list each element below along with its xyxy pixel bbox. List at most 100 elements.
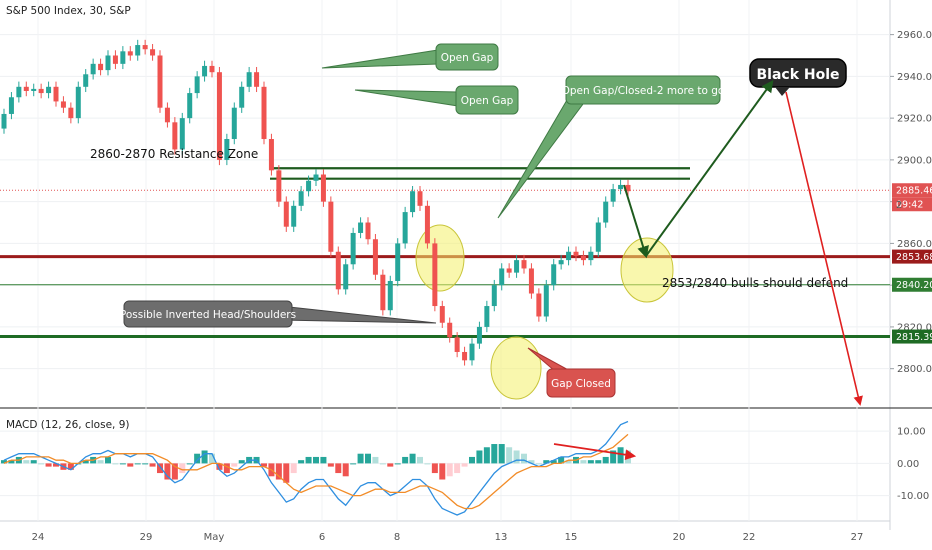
candle-body [410, 191, 416, 213]
candle-body [105, 55, 111, 71]
gap-closed-box [546, 368, 616, 398]
macd-histogram-bar [506, 447, 513, 464]
macd-panel [1, 420, 631, 516]
candles [1, 39, 631, 366]
macd-tick-label: 0.00 [897, 459, 919, 470]
macd-histogram-bar [498, 444, 505, 464]
macd-histogram-bar [587, 460, 594, 464]
price-grid [0, 0, 890, 521]
macd-tick-label: -10.00 [897, 491, 929, 502]
candle-body [23, 86, 29, 91]
price-label-text: 2853.68 [896, 252, 932, 263]
candle-body [142, 45, 148, 50]
candle-body [499, 268, 505, 286]
candle-body [120, 51, 126, 64]
candle-body [476, 326, 482, 344]
macd-histogram-bar [610, 450, 617, 464]
time-tick-label: 29 [140, 532, 153, 543]
candle-body [417, 191, 423, 206]
candle-body [209, 65, 215, 73]
candle-body [521, 260, 527, 269]
macd-histogram-bar [134, 463, 141, 465]
candle-body [194, 76, 200, 94]
time-tick-label: 20 [673, 532, 686, 543]
chart-title: S&P 500 Index, 30, S&P [6, 5, 131, 17]
macd-axis: 10.00 0.00 -10.00 [897, 427, 929, 503]
price-tick-label: 2940.0 [897, 72, 932, 83]
macd-divergence-arrow [553, 443, 637, 461]
candle-body [595, 222, 601, 252]
time-axis: 24 29 May 6 8 13 15 20 22 27 [32, 532, 864, 543]
candle-body [68, 107, 74, 119]
candle-body [506, 268, 512, 273]
candle-body [395, 243, 401, 281]
price-tick-label: 2900.0 [897, 155, 932, 166]
candle-body [75, 86, 81, 119]
candle-body [469, 343, 475, 361]
macd-histogram-bar [625, 450, 631, 464]
macd-histogram-bar [365, 453, 371, 464]
candle-body [164, 107, 170, 123]
price-label-badge [892, 277, 932, 292]
candle-body [135, 45, 141, 56]
candle-body [610, 189, 616, 202]
macd-histogram-bar [194, 453, 201, 464]
macd-histogram-bar [38, 463, 45, 465]
macd-title: MACD (12, 26, close, 9) [6, 419, 129, 431]
projection-up-arrow [645, 80, 774, 257]
candle-body [343, 264, 349, 290]
price-tick-label: 2820.0 [897, 322, 932, 333]
level-lines [0, 167, 890, 339]
black-hole-box [749, 58, 847, 88]
macd-histogram-bar [171, 463, 178, 480]
time-tick-label: 13 [495, 532, 508, 543]
time-tick-label: 6 [319, 532, 325, 543]
macd-histogram-bar [513, 450, 520, 464]
candle-body [573, 251, 579, 256]
macd-histogram-bar [23, 460, 30, 464]
candle-body [127, 51, 133, 56]
macd-histogram-bar [535, 463, 542, 465]
time-tick-label: 27 [851, 532, 864, 543]
candle-body [551, 264, 557, 286]
candle-body [16, 86, 22, 98]
macd-histogram-bar [67, 463, 74, 470]
macd-histogram-bar [350, 463, 357, 465]
macd-histogram-bar [327, 463, 334, 467]
open-gap-closed-box [565, 75, 721, 105]
black-hole-label: Black Hole [756, 67, 839, 83]
candle-body [580, 255, 586, 261]
macd-histogram-bar [595, 460, 602, 464]
time-tick-label: 8 [394, 532, 400, 543]
inverted-hs-box [123, 300, 293, 328]
macd-histogram-bar [119, 463, 126, 465]
macd-histogram-bar [313, 456, 319, 464]
head-highlight [490, 336, 542, 400]
macd-histogram-bar [617, 447, 624, 464]
open-gap-1-box [435, 43, 499, 71]
price-tick-label: 2800.0 [897, 364, 932, 375]
price-label-text: 09:42 [896, 200, 923, 211]
macd-histogram-bar [142, 463, 149, 465]
candle-body [98, 63, 104, 71]
macd-histogram-bar [543, 460, 550, 464]
macd-histogram-bar [483, 447, 490, 464]
candle-body [157, 55, 163, 108]
candle-body [484, 306, 490, 327]
macd-histogram-bar [320, 456, 327, 464]
macd-histogram-bar [409, 453, 416, 464]
inverted-hs-label: Possible Inverted Head/Shoulders [120, 309, 296, 321]
macd-histogram-bar [565, 460, 572, 464]
macd-histogram-bar [238, 460, 245, 464]
macd-histogram-bar [127, 463, 134, 467]
candle-body [603, 201, 609, 223]
macd-histogram-bar [290, 463, 297, 474]
macd-histogram-bar [402, 456, 409, 464]
macd-histogram-bar [112, 463, 119, 465]
candle-body [320, 174, 326, 202]
macd-histogram-bar [149, 463, 156, 467]
projection-crash-arrow [785, 91, 863, 406]
macd-histogram-bar [223, 463, 230, 474]
price-label-text: 2885.46 [896, 186, 932, 197]
candle-body [618, 184, 624, 190]
